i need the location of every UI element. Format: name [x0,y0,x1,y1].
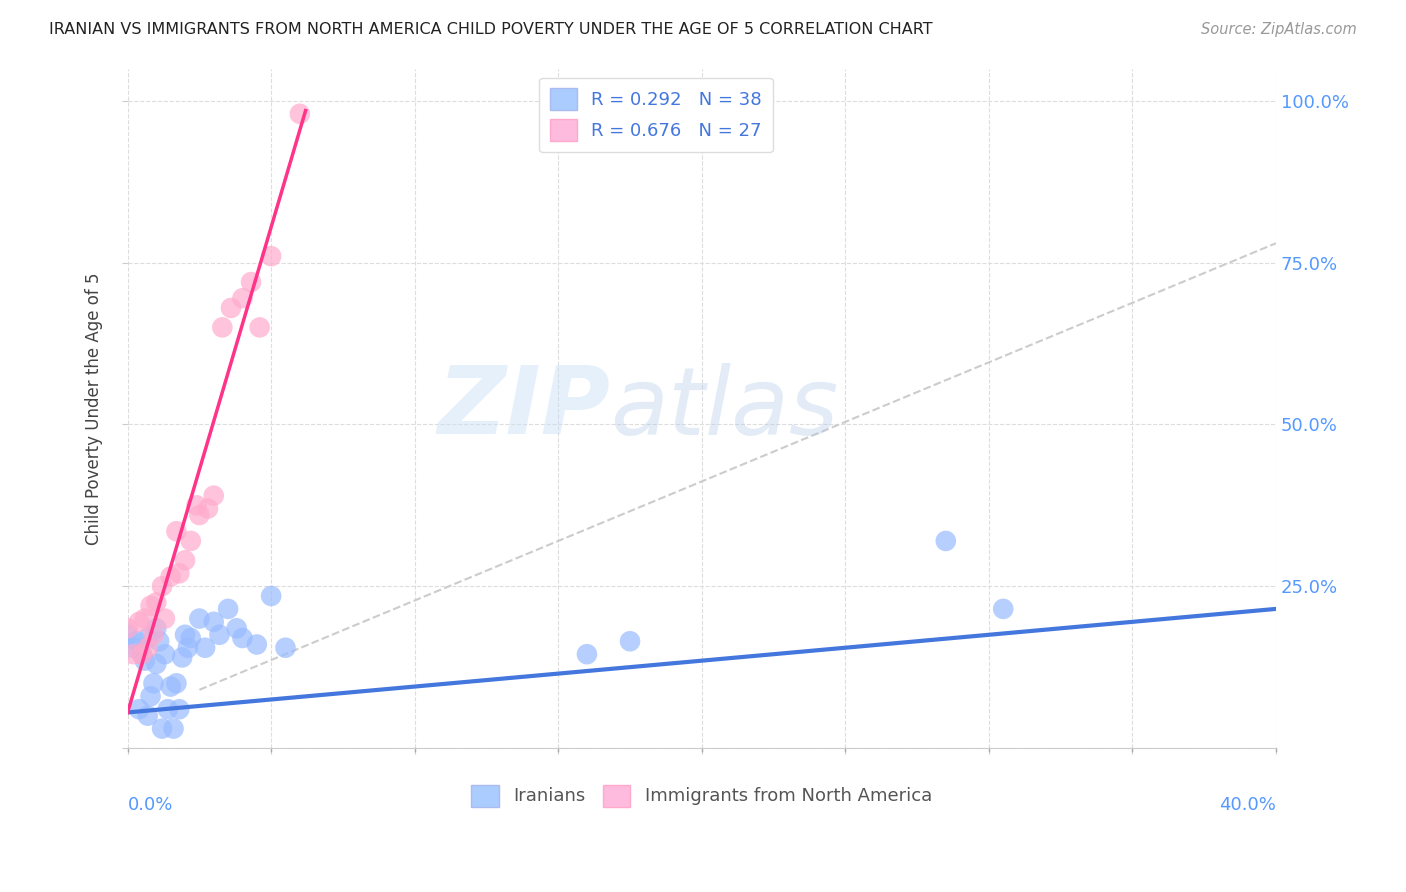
Point [188,508,211,522]
Point [165,524,187,539]
Point [169,702,191,716]
Point [156,702,179,716]
Point [202,615,225,629]
Point [180,533,202,548]
Point [172,650,194,665]
Point [139,690,162,704]
Point [260,249,283,263]
Point [148,634,170,648]
Text: atlas: atlas [610,363,838,454]
Point [274,640,297,655]
Point [186,499,208,513]
Point [159,569,181,583]
Point [211,320,233,334]
Point [197,501,219,516]
Point [217,602,239,616]
Point [125,634,148,648]
Point [145,621,167,635]
Point [134,654,156,668]
Point [935,533,957,548]
Point [150,722,173,736]
Point [145,595,167,609]
Point [208,628,231,642]
Point [153,612,176,626]
Point [159,680,181,694]
Point [122,647,145,661]
Point [177,640,200,655]
Point [202,489,225,503]
Y-axis label: Child Poverty Under the Age of 5: Child Poverty Under the Age of 5 [86,272,103,544]
Point [249,320,271,334]
Point [575,647,598,661]
Text: ZIP: ZIP [437,362,610,454]
Point [117,621,139,635]
Point [225,621,247,635]
Point [194,640,217,655]
Point [145,657,167,671]
Point [619,634,641,648]
Point [188,612,211,626]
Point [993,602,1015,616]
Point [117,628,139,642]
Point [150,579,173,593]
Point [169,566,191,581]
Point [122,640,145,655]
Point [174,628,197,642]
Point [165,676,187,690]
Point [136,631,159,645]
Point [174,553,197,567]
Point [162,722,184,736]
Point [153,647,176,661]
Point [142,628,165,642]
Point [134,612,156,626]
Point [231,631,253,645]
Point [128,615,150,629]
Point [136,708,159,723]
Point [219,301,242,315]
Point [288,107,311,121]
Point [136,640,159,655]
Point [260,589,283,603]
Point [131,647,153,661]
Point [139,599,162,613]
Point [180,631,202,645]
Point [246,638,269,652]
Point [128,702,150,716]
Point [231,291,253,305]
Text: IRANIAN VS IMMIGRANTS FROM NORTH AMERICA CHILD POVERTY UNDER THE AGE OF 5 CORREL: IRANIAN VS IMMIGRANTS FROM NORTH AMERICA… [49,22,932,37]
Text: 40.0%: 40.0% [1219,796,1277,814]
Point [240,275,263,289]
Text: Source: ZipAtlas.com: Source: ZipAtlas.com [1201,22,1357,37]
Text: 0.0%: 0.0% [128,796,173,814]
Point [142,676,165,690]
Point [131,647,153,661]
Legend: Iranians, Immigrants from North America: Iranians, Immigrants from North America [464,777,939,814]
